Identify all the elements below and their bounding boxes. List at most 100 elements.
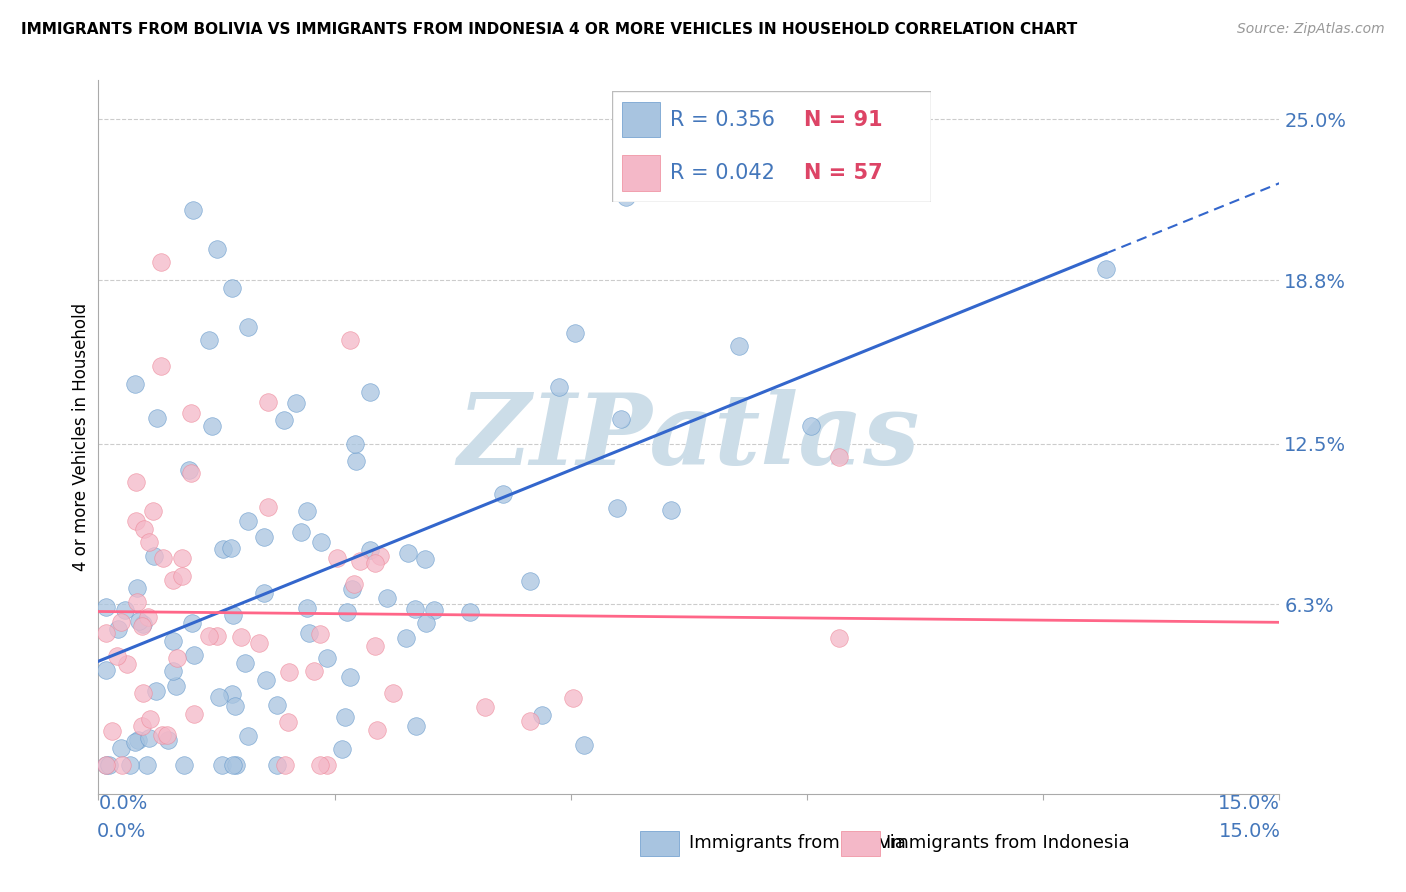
Point [222, 608, 245, 623]
Point [180, 466, 202, 480]
Point [253, 585, 276, 599]
Point [198, 629, 221, 643]
Point [247, 636, 270, 650]
Point [170, 550, 193, 565]
Point [238, 514, 260, 528]
Text: Immigrants from Indonesia: Immigrants from Indonesia [886, 834, 1129, 852]
Point [145, 684, 167, 698]
Text: 0.0%: 0.0% [97, 822, 146, 841]
Text: 0.0%: 0.0% [98, 794, 148, 813]
Point [349, 554, 371, 568]
Point [405, 719, 427, 733]
Point [221, 281, 243, 295]
Point [316, 651, 339, 665]
Point [96, 599, 118, 614]
Point [205, 242, 228, 256]
Point [519, 574, 541, 588]
Point [610, 412, 633, 426]
Point [107, 648, 129, 663]
Point [124, 376, 146, 391]
Point [132, 686, 155, 700]
Point [136, 609, 159, 624]
Point [131, 719, 153, 733]
Point [396, 545, 419, 559]
Point [308, 627, 330, 641]
Y-axis label: 4 or more Vehicles in Household: 4 or more Vehicles in Household [72, 303, 90, 571]
Point [236, 729, 259, 743]
Point [458, 605, 481, 619]
Point [162, 634, 184, 648]
Point [333, 709, 356, 723]
Point [231, 630, 253, 644]
Text: IMMIGRANTS FROM BOLIVIA VS IMMIGRANTS FROM INDONESIA 4 OR MORE VEHICLES IN HOUSE: IMMIGRANTS FROM BOLIVIA VS IMMIGRANTS FR… [21, 22, 1077, 37]
Text: 15.0%: 15.0% [1219, 822, 1281, 841]
Point [308, 758, 330, 772]
Point [138, 535, 160, 549]
Point [375, 591, 398, 605]
Point [101, 723, 124, 738]
Point [157, 732, 180, 747]
Point [256, 395, 278, 409]
Point [1095, 261, 1118, 276]
Point [132, 617, 155, 632]
Point [252, 530, 274, 544]
Point [366, 723, 388, 737]
Point [336, 605, 359, 619]
Point [274, 758, 297, 772]
Point [744, 167, 766, 181]
Point [183, 706, 205, 721]
Point [211, 758, 233, 772]
Point [302, 664, 325, 678]
Point [395, 632, 418, 646]
Point [162, 665, 184, 679]
Point [257, 500, 280, 514]
Point [110, 741, 132, 756]
Point [800, 419, 823, 434]
Point [298, 626, 321, 640]
Point [150, 728, 173, 742]
Point [224, 699, 246, 714]
Point [413, 552, 436, 566]
Point [339, 333, 361, 347]
Point [96, 758, 118, 772]
Point [309, 535, 332, 549]
Point [492, 487, 515, 501]
Point [659, 503, 682, 517]
Point [254, 673, 277, 688]
Point [562, 690, 585, 705]
Point [222, 758, 245, 772]
Point [181, 202, 204, 217]
Point [325, 551, 347, 566]
Point [96, 626, 118, 640]
Point [236, 319, 259, 334]
Point [208, 690, 231, 705]
Point [364, 556, 387, 570]
Point [219, 541, 242, 555]
Point [364, 639, 387, 653]
Point [548, 380, 571, 394]
Point [343, 437, 366, 451]
Point [278, 665, 301, 680]
Point [142, 549, 165, 564]
Point [827, 450, 849, 464]
Point [150, 359, 173, 373]
Point [173, 758, 195, 772]
Point [128, 615, 150, 629]
Point [221, 687, 243, 701]
Point [110, 615, 132, 629]
Point [156, 728, 179, 742]
Point [115, 657, 138, 672]
Text: 15.0%: 15.0% [1218, 794, 1279, 813]
Point [165, 679, 187, 693]
Point [614, 190, 637, 204]
Point [266, 758, 288, 772]
Point [344, 454, 367, 468]
Point [136, 758, 159, 772]
Point [127, 595, 149, 609]
Point [180, 616, 202, 631]
Point [359, 543, 381, 558]
Point [205, 629, 228, 643]
Point [120, 758, 142, 772]
Point [415, 615, 437, 630]
Point [531, 708, 554, 723]
